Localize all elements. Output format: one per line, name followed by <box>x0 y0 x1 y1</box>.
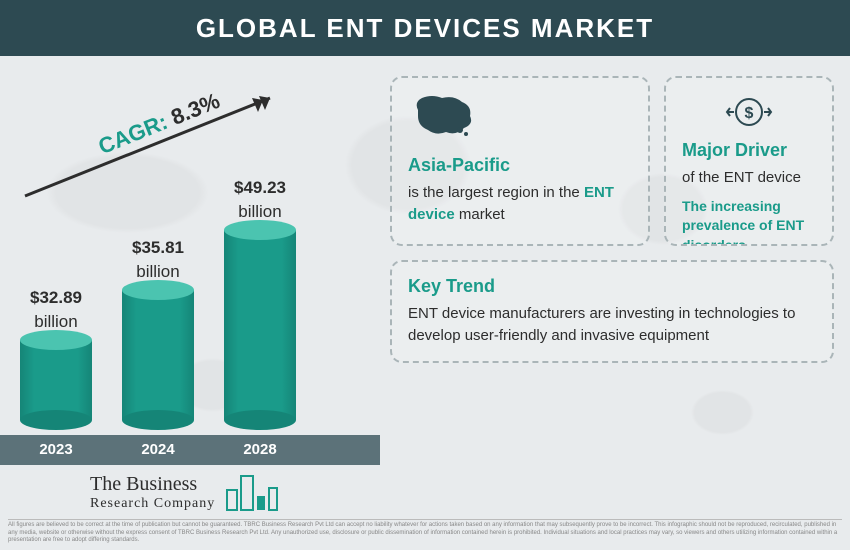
driver-title: Major Driver <box>682 140 816 161</box>
bar-unit: billion <box>34 312 77 332</box>
svg-text:$: $ <box>745 105 754 122</box>
bar-value: $35.81 <box>132 238 184 258</box>
region-title: Asia-Pacific <box>408 155 632 176</box>
cylinder-group: $32.89 billion $35.81 billion $49.23 <box>20 178 296 420</box>
content-area: CAGR: 8.3% $32.89 billion $35.81 billion <box>0 56 850 520</box>
region-card: Asia-Pacific is the largest region in th… <box>390 76 650 246</box>
cylinder-bottom <box>224 410 296 430</box>
driver-body: The increasing prevalence of ENT disorde… <box>682 197 816 246</box>
bar-value: $49.23 <box>234 178 286 198</box>
logo-text: The Business Research Company <box>90 473 215 512</box>
logo-line2: Research Company <box>90 496 215 512</box>
bar-2024: $35.81 billion <box>122 238 194 420</box>
header-bar: GLOBAL ENT DEVICES MARKET <box>0 0 850 56</box>
trend-body: ENT device manufacturers are investing i… <box>408 303 816 347</box>
page-title: GLOBAL ENT DEVICES MARKET <box>196 13 654 44</box>
cylinder-bottom <box>20 410 92 430</box>
bar-unit: billion <box>238 202 281 222</box>
driver-subtitle: of the ENT device <box>682 167 816 189</box>
region-body: is the largest region in the ENT device … <box>408 182 632 226</box>
footer-text: All figures are believed to be correct a… <box>8 522 837 542</box>
driver-card: $ Major Driver of the ENT device The inc… <box>664 76 834 246</box>
footer-disclaimer: All figures are believed to be correct a… <box>8 519 842 544</box>
bar-2023: $32.89 billion <box>20 288 92 420</box>
info-panel: Asia-Pacific is the largest region in th… <box>380 56 850 520</box>
cylinder-body <box>20 340 92 420</box>
cylinder-body <box>122 290 194 420</box>
trend-title: Key Trend <box>408 276 816 297</box>
info-row-top: Asia-Pacific is the largest region in th… <box>390 76 850 246</box>
company-logo: The Business Research Company <box>90 470 281 512</box>
region-body-post: market <box>455 206 505 223</box>
year-axis: 2023 2024 2028 <box>20 441 296 458</box>
bar-value: $32.89 <box>30 288 82 308</box>
bar-2028: $49.23 billion <box>224 178 296 420</box>
dollar-arrows-icon: $ <box>682 92 816 132</box>
cylinder-bottom <box>122 410 194 430</box>
cylinder-body <box>224 230 296 420</box>
logo-bars-icon <box>225 470 281 512</box>
footer-rule <box>8 519 842 520</box>
cylinder <box>20 340 92 420</box>
logo-line1: The Business <box>90 473 215 496</box>
bar-unit: billion <box>136 262 179 282</box>
year-label: 2024 <box>122 441 194 458</box>
cylinder <box>122 290 194 420</box>
trend-card: Key Trend ENT device manufacturers are i… <box>390 260 834 363</box>
cylinder-top <box>20 330 92 350</box>
year-label: 2023 <box>20 441 92 458</box>
cylinder <box>224 230 296 420</box>
cylinder-top <box>224 220 296 240</box>
year-label: 2028 <box>224 441 296 458</box>
region-body-pre: is the largest region in the <box>408 184 584 201</box>
asia-map-icon <box>408 92 632 145</box>
cylinder-top <box>122 280 194 300</box>
chart-panel: CAGR: 8.3% $32.89 billion $35.81 billion <box>0 56 380 520</box>
